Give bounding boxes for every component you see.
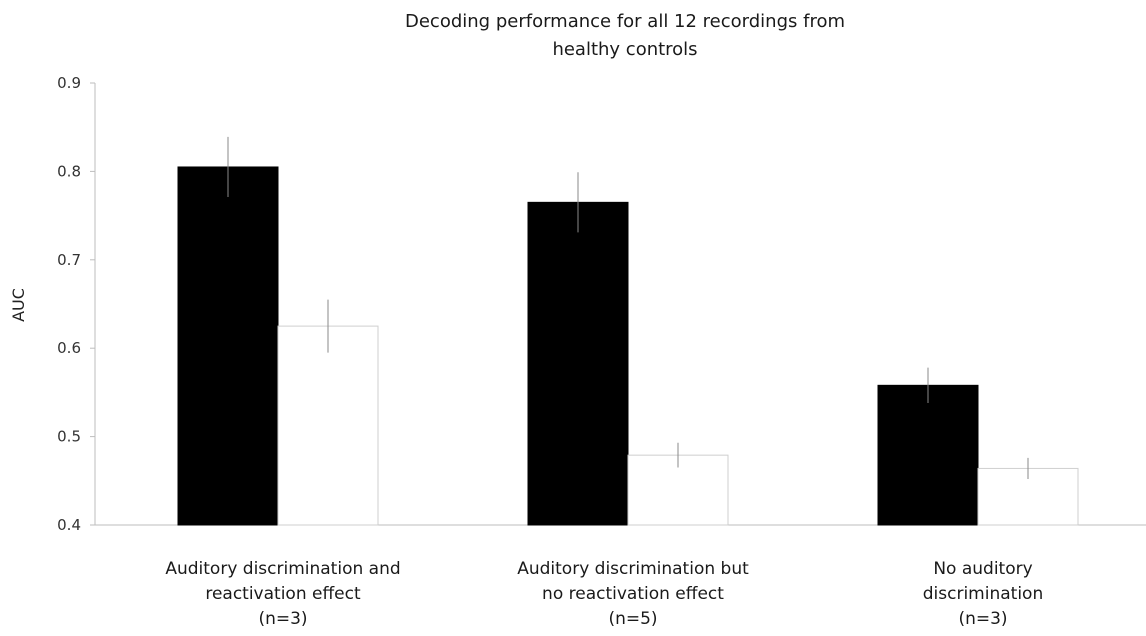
y-tick-label: 0.4: [57, 516, 81, 534]
category-label-line: reactivation effect: [205, 584, 361, 604]
bar: [877, 384, 979, 526]
category-label-line: (n=3): [258, 609, 307, 629]
chart-title-line-1: Decoding performance for all 12 recordin…: [405, 11, 845, 32]
bars: [177, 166, 1079, 526]
bar: [527, 201, 629, 526]
bar: [277, 325, 379, 526]
y-tick-label: 0.5: [57, 428, 81, 446]
y-tick-labels: 0.4 0.5 0.6 0.7 0.8 0.9: [57, 74, 81, 534]
bar: [177, 166, 279, 526]
y-tick-label: 0.6: [57, 339, 81, 357]
category-labels: Auditory discrimination and reactivation …: [165, 559, 1043, 629]
chart-title-line-2: healthy controls: [552, 39, 697, 60]
category-label-line: (n=3): [958, 609, 1007, 629]
y-tick-label: 0.7: [57, 251, 81, 269]
category-label-line: No auditory: [933, 559, 1032, 579]
category-label-line: Auditory discrimination and: [165, 559, 400, 579]
category-label-line: discrimination: [923, 584, 1043, 604]
y-tick-label: 0.9: [57, 74, 81, 92]
y-axis-label: AUC: [9, 288, 28, 322]
y-tick-label: 0.8: [57, 162, 81, 180]
category-label-line: Auditory discrimination but: [517, 559, 749, 579]
error-bars: [227, 136, 1029, 480]
category-label-line: (n=5): [608, 609, 657, 629]
category-label-line: no reactivation effect: [542, 584, 724, 604]
